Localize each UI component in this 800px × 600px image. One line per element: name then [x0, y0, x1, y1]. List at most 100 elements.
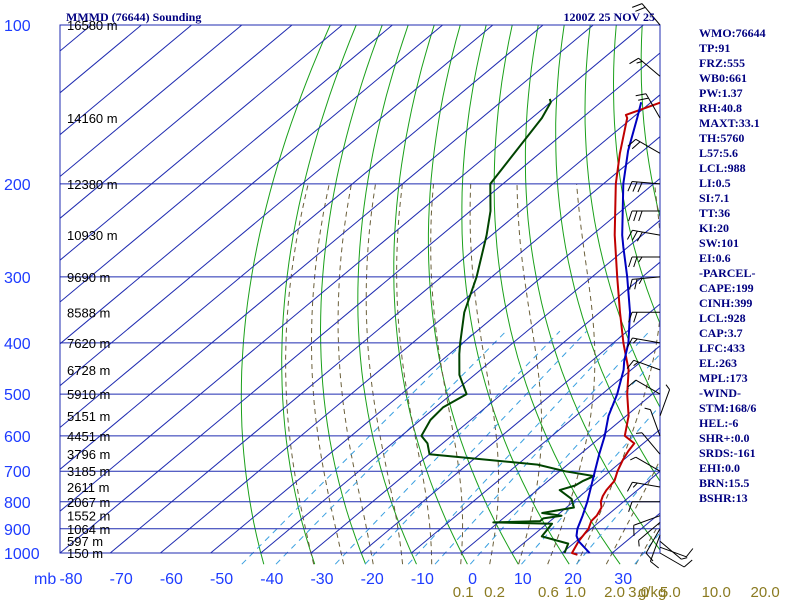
wind-barb-flag [636, 60, 643, 64]
index-item: FRZ:555 [699, 56, 745, 70]
dry-adiabat [612, 25, 660, 325]
dry-adiabat [357, 25, 417, 565]
height-label: 597 m [67, 534, 103, 549]
dry-adiabat [640, 25, 660, 220]
temperature-tick-label: -70 [110, 571, 133, 588]
wind-barb-flag [638, 97, 649, 101]
dry-adiabat [493, 25, 621, 565]
wind-barb-staff [649, 534, 661, 562]
wind-barb-flag [633, 210, 638, 222]
wind-barb-flag [635, 93, 647, 97]
index-item: TP:91 [699, 41, 730, 55]
wind-barb [629, 57, 661, 77]
stability-index-list: WMO:76644TP:91FRZ:555WB0:661PW:1.37RH:40… [699, 26, 766, 505]
isotherm-line [60, 25, 192, 136]
wind-barb [626, 229, 661, 242]
temperature-tick-label: 20 [564, 571, 582, 588]
wind-barb [659, 384, 671, 417]
moist-adiabat [310, 183, 345, 565]
wind-barb-flag [638, 256, 643, 263]
wind-barb-flag [632, 482, 638, 488]
mixing-ratio-line [521, 405, 660, 565]
height-label: 2611 m [67, 480, 109, 495]
mixing-ratio-line [469, 353, 660, 565]
plot-frame [59, 24, 661, 554]
wind-barb-flag [665, 384, 671, 390]
temperature-tick-label: -10 [411, 571, 434, 588]
temperature-tick-label: 30 [614, 571, 632, 588]
wind-barb-flag [632, 181, 638, 192]
wind-barb-flag [628, 312, 633, 323]
temperature-tick-label: 0 [468, 571, 477, 588]
mixing-ratio-label: 2.0 [604, 584, 625, 600]
wind-barb [628, 501, 660, 512]
wind-barb [630, 456, 661, 472]
mixing-ratio-label: 0.2 [484, 584, 505, 600]
index-item: WMO:76644 [699, 26, 766, 40]
dry-adiabat [393, 25, 468, 565]
wind-barb-flag [633, 256, 638, 268]
index-item: L57:5.6 [699, 146, 738, 160]
wind-barb-staff [635, 456, 661, 472]
wind-barb [644, 407, 661, 437]
mixing-ratio-label: 0.6 [538, 584, 559, 600]
height-label: 9690 m [67, 270, 110, 285]
moist-adiabat [337, 183, 374, 565]
wind-barb [645, 528, 661, 562]
index-item: TH:5760 [699, 131, 744, 145]
wind-barb-flag [636, 231, 643, 242]
mixing-ratio-label: 3.0 [628, 584, 649, 600]
temperature-tick-label: 10 [514, 571, 532, 588]
index-item: SI:7.1 [699, 191, 729, 205]
pressure-tick-label: 300 [4, 270, 31, 287]
isotherm-line [511, 428, 660, 554]
moist-adiabat [396, 183, 433, 565]
mixing-ratio-label: 20.0 [750, 584, 779, 600]
wind-barb-flag [685, 548, 694, 558]
wind-barb-flag [627, 379, 637, 388]
mixing-ratio-line [364, 330, 588, 565]
height-label: 12380 m [67, 177, 118, 192]
index-item: LFC:433 [699, 341, 745, 355]
moist-adiabat [516, 183, 543, 565]
wind-barb-flag [631, 230, 638, 241]
pressure-tick-label: 200 [4, 177, 31, 194]
wind-barb [626, 359, 661, 371]
wind-barb [659, 540, 688, 560]
dry-adiabat [319, 25, 383, 565]
mixing-ratio-line [407, 330, 626, 565]
pressure-tick-label: 500 [4, 387, 31, 404]
height-label: 6728 m [67, 363, 110, 378]
wind-barb-flag [635, 432, 643, 434]
height-label: 8588 m [67, 305, 110, 320]
dry-adiabat [240, 25, 331, 565]
isotherm-line [60, 25, 293, 219]
mixing-ratio-label: 10.0 [702, 584, 731, 600]
height-label: 3185 m [67, 464, 110, 479]
wind-barb-flag [627, 181, 633, 192]
mixing-ratio-label: 5.0 [660, 584, 681, 600]
wind-barb-staff [649, 409, 661, 437]
index-item: RH:40.8 [699, 101, 742, 115]
pressure-tick-label: 1000 [4, 546, 40, 563]
wind-barb-flag [650, 561, 660, 569]
wind-barb-flag [630, 456, 637, 461]
height-label: 7620 m [67, 336, 110, 351]
wind-barb [628, 311, 660, 323]
wind-barb [627, 379, 661, 395]
index-item: MPL:173 [699, 371, 748, 385]
wind-barb-flag [637, 182, 643, 193]
temperature-tick-label: -50 [210, 571, 233, 588]
index-item: -WIND- [699, 386, 741, 400]
wind-barb-flag [681, 557, 688, 560]
wind-barb [629, 276, 661, 290]
isotherm-line [360, 303, 660, 554]
index-item: STM:168/6 [699, 401, 756, 415]
wind-barb-flag [645, 552, 654, 562]
wind-barb [649, 534, 661, 569]
isotherm-line [461, 387, 660, 554]
index-item: WB0:661 [699, 71, 747, 85]
height-label: 5151 m [67, 409, 110, 424]
height-label: 16580 m [67, 18, 118, 33]
mixing-ratio-label: 1.0 [565, 584, 586, 600]
